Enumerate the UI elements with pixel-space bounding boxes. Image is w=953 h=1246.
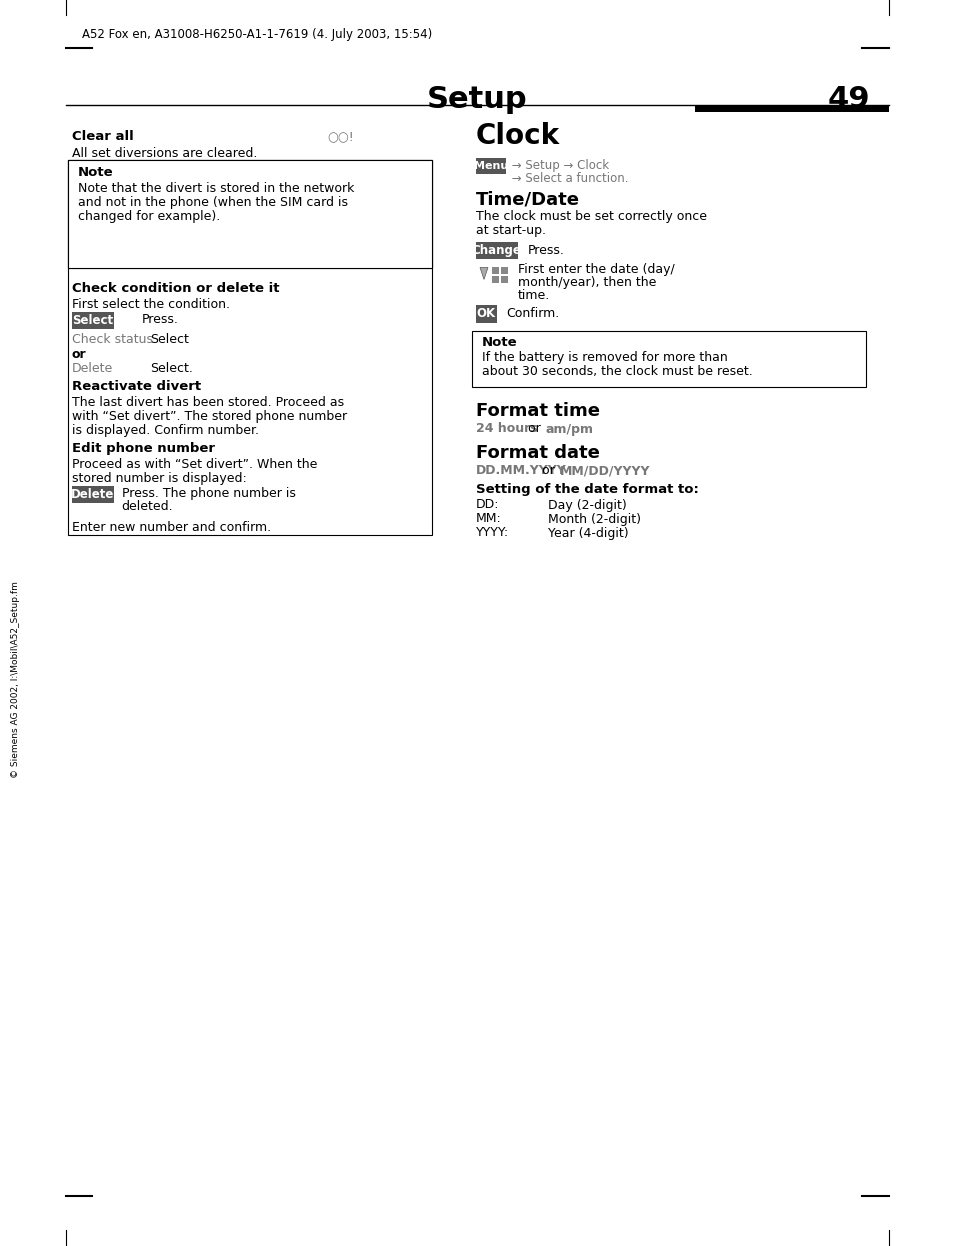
Text: Format date: Format date <box>476 445 599 462</box>
Text: Select: Select <box>150 333 189 346</box>
Text: Proceed as with “Set divert”. When the: Proceed as with “Set divert”. When the <box>71 459 317 471</box>
Text: Setting of the date format to:: Setting of the date format to: <box>476 482 699 496</box>
Bar <box>492 268 498 274</box>
Text: 24 hours: 24 hours <box>476 422 537 436</box>
Bar <box>476 243 517 259</box>
Bar <box>71 486 113 503</box>
Text: All set diversions are cleared.: All set diversions are cleared. <box>71 147 257 159</box>
Text: Delete: Delete <box>71 488 114 501</box>
Text: First enter the date (day/: First enter the date (day/ <box>517 263 674 277</box>
Text: am/pm: am/pm <box>545 422 594 436</box>
Text: month/year), then the: month/year), then the <box>517 277 656 289</box>
Text: Confirm.: Confirm. <box>506 308 559 320</box>
Text: Check status: Check status <box>71 333 152 346</box>
Text: → Select a function.: → Select a function. <box>507 172 628 184</box>
Text: or: or <box>523 422 544 436</box>
Text: Change: Change <box>472 244 521 258</box>
Text: Year (4-digit): Year (4-digit) <box>547 527 628 540</box>
Text: DD.MM.YYYY: DD.MM.YYYY <box>476 465 566 477</box>
Text: Note: Note <box>78 166 113 179</box>
Bar <box>472 330 865 386</box>
Text: about 30 seconds, the clock must be reset.: about 30 seconds, the clock must be rese… <box>481 365 752 378</box>
Text: First select the condition.: First select the condition. <box>71 298 230 312</box>
Text: and not in the phone (when the SIM card is: and not in the phone (when the SIM card … <box>78 196 348 209</box>
Text: Time/Date: Time/Date <box>476 191 579 208</box>
Text: Check condition or delete it: Check condition or delete it <box>71 282 279 295</box>
Bar <box>68 159 432 268</box>
Text: The last divert has been stored. Proceed as: The last divert has been stored. Proceed… <box>71 396 344 409</box>
Bar <box>68 159 432 268</box>
Text: ○○!: ○○! <box>327 130 354 143</box>
Text: MM:: MM: <box>476 512 501 526</box>
Polygon shape <box>479 268 488 279</box>
Text: or: or <box>71 348 87 361</box>
Text: Edit phone number: Edit phone number <box>71 442 214 455</box>
Text: Note: Note <box>481 336 517 349</box>
Text: changed for example).: changed for example). <box>78 211 220 223</box>
Text: Note that the divert is stored in the network: Note that the divert is stored in the ne… <box>78 182 354 196</box>
Text: Format time: Format time <box>476 402 599 420</box>
Text: Press.: Press. <box>141 313 178 326</box>
Text: © Siemens AG 2002, I:\Mobil\A52_Setup.fm: © Siemens AG 2002, I:\Mobil\A52_Setup.fm <box>11 582 20 779</box>
Bar <box>476 158 505 174</box>
Bar <box>476 305 496 323</box>
Bar <box>68 159 432 535</box>
Text: Clock: Clock <box>476 122 559 150</box>
Text: The clock must be set correctly once: The clock must be set correctly once <box>476 211 706 223</box>
Text: deleted.: deleted. <box>121 500 173 513</box>
Text: Delete: Delete <box>71 363 113 375</box>
Text: stored number is displayed:: stored number is displayed: <box>71 472 247 485</box>
Text: If the battery is removed for more than: If the battery is removed for more than <box>481 350 727 364</box>
Bar <box>695 105 888 112</box>
Text: MM/DD/YYYY: MM/DD/YYYY <box>559 465 650 477</box>
Text: 49: 49 <box>826 85 869 113</box>
Bar <box>500 277 507 283</box>
Bar <box>71 312 113 329</box>
Text: Press. The phone number is: Press. The phone number is <box>121 487 295 500</box>
Text: time.: time. <box>517 289 550 303</box>
Text: at start-up.: at start-up. <box>476 224 545 238</box>
Bar <box>492 277 498 283</box>
Text: or: or <box>537 465 558 477</box>
Text: Setup: Setup <box>426 85 527 113</box>
Text: Press.: Press. <box>527 244 564 258</box>
Text: is displayed. Confirm number.: is displayed. Confirm number. <box>71 424 258 437</box>
Text: Clear all: Clear all <box>71 130 133 143</box>
Text: Month (2-digit): Month (2-digit) <box>547 512 640 526</box>
Text: DD:: DD: <box>476 498 499 512</box>
Text: Menu: Menu <box>474 161 508 171</box>
Text: Select.: Select. <box>150 363 193 375</box>
Text: A52 Fox en, A31008-H6250-A1-1-7619 (4. July 2003, 15:54): A52 Fox en, A31008-H6250-A1-1-7619 (4. J… <box>82 27 432 41</box>
Text: Reactivate divert: Reactivate divert <box>71 380 201 392</box>
Text: YYYY:: YYYY: <box>476 527 509 540</box>
Bar <box>500 268 507 274</box>
Text: Enter new number and confirm.: Enter new number and confirm. <box>71 521 271 535</box>
Text: OK: OK <box>476 308 496 320</box>
Text: Day (2-digit): Day (2-digit) <box>547 498 626 512</box>
Text: Select: Select <box>72 314 113 326</box>
Text: with “Set divert”. The stored phone number: with “Set divert”. The stored phone numb… <box>71 410 347 424</box>
Text: → Setup → Clock: → Setup → Clock <box>507 159 608 172</box>
